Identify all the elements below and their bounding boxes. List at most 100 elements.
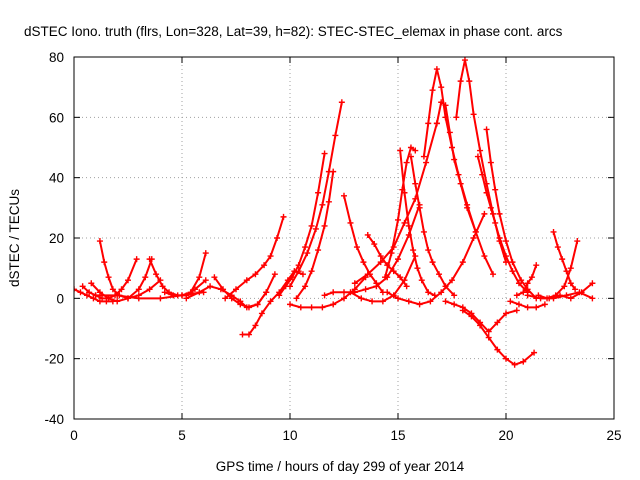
data-point — [146, 256, 153, 263]
data-point — [397, 147, 404, 154]
data-point — [245, 331, 252, 338]
data-point — [293, 295, 300, 302]
data-point — [541, 301, 548, 308]
data-point — [487, 204, 494, 211]
data-point — [395, 295, 401, 302]
y-tick-label: 20 — [49, 231, 64, 246]
series-line — [224, 216, 285, 300]
data-point — [220, 286, 227, 293]
data-point — [287, 301, 293, 308]
data-point — [105, 274, 112, 281]
data-point — [485, 328, 492, 335]
data-point — [470, 235, 477, 241]
data-point — [550, 228, 557, 235]
data-point — [135, 295, 142, 302]
data-point — [451, 292, 458, 299]
data-point — [481, 210, 488, 217]
data-point — [401, 189, 408, 196]
data-point — [554, 244, 561, 251]
data-point — [405, 298, 412, 305]
data-point — [589, 280, 596, 287]
data-series-arc14 — [293, 168, 337, 302]
data-point — [494, 319, 501, 326]
data-point — [90, 295, 97, 302]
data-point — [436, 271, 443, 278]
data-point — [485, 334, 492, 341]
data-point — [183, 295, 190, 302]
data-point — [451, 301, 458, 308]
data-point — [202, 250, 209, 257]
data-point — [403, 159, 410, 166]
data-series-arc21 — [407, 153, 458, 299]
data-point — [429, 87, 436, 94]
data-point — [494, 346, 501, 353]
data-point — [533, 262, 540, 269]
data-point — [179, 292, 185, 299]
data-point — [410, 247, 417, 254]
data-point — [254, 301, 261, 308]
tick-layer: 0 5 10 15 20 25 -40 -20 0 20 40 60 80 — [44, 50, 621, 443]
data-point — [395, 256, 401, 263]
series-line — [552, 231, 576, 290]
data-point — [483, 189, 490, 196]
data-point — [382, 274, 389, 281]
data-point — [407, 144, 414, 151]
data-point — [459, 259, 466, 266]
data-point — [135, 286, 142, 293]
data-point — [449, 277, 455, 284]
data-point — [477, 147, 484, 154]
data-point — [531, 349, 538, 356]
data-point — [416, 301, 423, 308]
data-point — [88, 280, 95, 287]
data-series-arc13 — [287, 99, 345, 290]
x-tick-label: 20 — [498, 428, 513, 443]
data-point — [559, 256, 566, 263]
data-series-arc10 — [239, 268, 306, 338]
data-point — [567, 265, 574, 272]
data-point — [347, 219, 354, 226]
data-point — [457, 78, 464, 85]
data-point — [319, 304, 326, 311]
data-point — [371, 241, 378, 248]
data-point — [563, 268, 570, 275]
data-point — [280, 213, 287, 220]
data-point — [405, 222, 412, 229]
data-point — [470, 111, 477, 118]
data-point — [308, 268, 315, 275]
data-point — [308, 304, 315, 311]
data-point — [74, 286, 77, 293]
data-point — [513, 307, 520, 314]
data-point — [295, 268, 302, 275]
data-point — [202, 277, 209, 284]
data-point — [490, 271, 497, 278]
data-point — [503, 238, 509, 245]
data-point — [492, 219, 499, 226]
data-point — [83, 292, 90, 299]
data-point — [412, 180, 419, 187]
data-point — [390, 244, 397, 251]
data-point — [528, 274, 535, 281]
series-line — [90, 258, 153, 303]
data-point — [474, 153, 481, 160]
series-line — [354, 123, 438, 285]
data-point — [513, 292, 520, 299]
data-point — [146, 286, 153, 293]
data-point — [401, 219, 408, 226]
data-point — [407, 153, 414, 160]
data-point — [563, 292, 570, 299]
data-point — [243, 277, 250, 284]
data-point — [459, 304, 466, 311]
data-point — [351, 280, 358, 287]
data-series-arc20 — [397, 147, 438, 299]
data-series-arc7 — [161, 250, 209, 299]
data-point — [125, 277, 131, 284]
data-point — [237, 301, 244, 308]
x-tick-label: 0 — [70, 428, 78, 443]
data-point — [304, 250, 311, 257]
data-point — [109, 286, 116, 293]
chart-title: dSTEC Iono. truth (flrs, Lon=328, Lat=39… — [24, 24, 563, 39]
series-line — [164, 252, 207, 297]
data-series-arc9 — [211, 271, 278, 311]
data-point — [196, 274, 203, 281]
